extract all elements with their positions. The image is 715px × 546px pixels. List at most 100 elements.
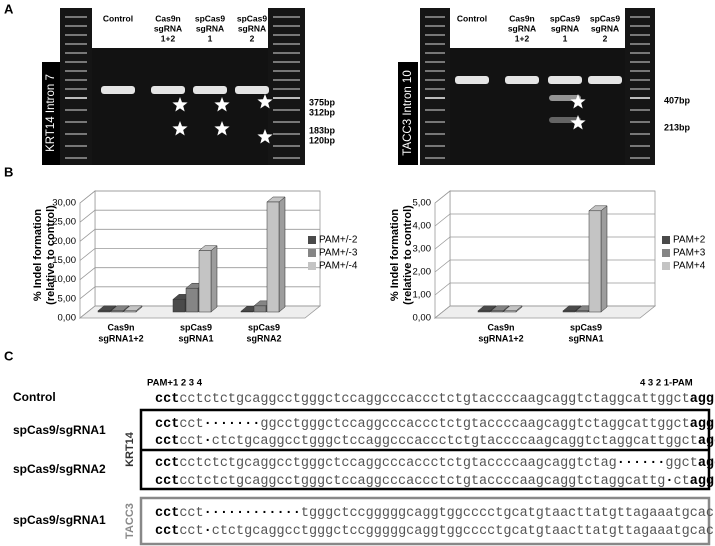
floor [433, 305, 657, 319]
ladder-band [65, 109, 87, 111]
gel [420, 48, 655, 165]
ladder-band [273, 61, 300, 63]
sequence-part: cct [179, 506, 203, 521]
size-label: 120bp [309, 135, 336, 145]
lane-label: 2 [603, 33, 608, 43]
ladder-band [425, 25, 445, 27]
lane-label: Cas9n [155, 13, 181, 23]
ladder-band [273, 43, 300, 45]
gel-band [455, 76, 489, 84]
lane-label: sgRNA [591, 23, 619, 33]
ladder-band [630, 97, 650, 99]
row-label: spCas9/sgRNA2 [13, 462, 106, 476]
sequence: cctcctctctgcaggcctgggctccaggcccaccctctgt… [155, 456, 715, 471]
sequence: cctcctctctgcaggcctgggctccaggcccaccctctgt… [155, 392, 714, 407]
ladder-band [65, 25, 87, 27]
panel-label: B [4, 164, 13, 179]
x-tick-label: sgRNA1+2 [98, 333, 143, 343]
legend-label: PAM+4 [673, 261, 706, 272]
grid-line [79, 267, 320, 280]
side-wall [434, 190, 451, 319]
ladder [268, 8, 305, 165]
ladder-band [65, 157, 87, 159]
pam-right: agg [698, 434, 715, 449]
ladder-band [65, 133, 87, 135]
ladder [60, 8, 92, 165]
sequence-part: cctctctgcaggcctgggctccaggcccaccctctgtacc… [179, 456, 616, 471]
ladder-band [273, 34, 300, 36]
ladder-band [630, 34, 650, 36]
ladder-band [65, 70, 87, 72]
star [172, 121, 188, 136]
ladder [625, 8, 655, 165]
bar-side [600, 205, 608, 313]
bar-side [210, 245, 218, 313]
lane-label: spCas9 [237, 13, 268, 23]
y-tick-label: 20,00 [52, 236, 76, 247]
pam-left: cct [155, 506, 179, 521]
ladder-band [65, 34, 87, 36]
gel-side-label: TACC3 Intron 10 [402, 70, 414, 155]
y-axis-label: (relative to control) [45, 205, 57, 305]
grid-line [79, 190, 320, 204]
bar [198, 250, 212, 313]
lane-label: 1 [208, 33, 213, 43]
y-tick-label: 5,00 [58, 293, 77, 304]
deletion: · [204, 524, 212, 539]
legend-label: PAM+2 [673, 235, 706, 246]
bar [185, 287, 199, 313]
ladder-band [630, 16, 650, 18]
sequence: cctcctctctgcaggcctgggctccaggcccaccctctgt… [155, 474, 714, 489]
x-tick-label: Cas9n [107, 322, 134, 332]
bar [503, 310, 517, 313]
pam-right: agg [690, 417, 714, 432]
gel-band [548, 76, 582, 84]
y-tick-label: 0,00 [413, 313, 432, 324]
ladder-band [425, 70, 445, 72]
bar [97, 310, 111, 313]
bar [575, 310, 589, 313]
sequence: cctcct·ctctgcaggcctgggctccaggcccaccctctg… [155, 434, 715, 449]
ladder-band [65, 145, 87, 147]
ladder-band [65, 52, 87, 54]
sequence-part: cct [179, 524, 203, 539]
x-tick-label: spCas9 [180, 322, 212, 332]
gel-band [588, 76, 622, 84]
ladder-band [273, 157, 300, 159]
ladder-band [273, 16, 300, 18]
pam-right: agg [690, 474, 714, 489]
ladder-band [425, 79, 445, 81]
lane-label: spCas9 [550, 13, 581, 23]
y-tick-label: 25,00 [52, 217, 76, 228]
y-tick-label: 30,00 [52, 198, 76, 209]
y-tick-label: 5,00 [413, 198, 432, 209]
lane-label: Cas9n [509, 13, 535, 23]
ladder-band [630, 52, 650, 54]
ladder-band [425, 121, 445, 123]
ladder-band [273, 88, 300, 90]
pam-right: agg [690, 392, 714, 407]
lane-label: Control [457, 13, 487, 23]
ladder-band [630, 121, 650, 123]
sequence: cctcct·······ggcctgggctccaggcccaccctctgt… [155, 417, 714, 432]
pam-right: agg [698, 456, 715, 471]
size-label: 213bp [664, 122, 691, 132]
gene-label: TACC3 [124, 503, 136, 539]
star [172, 97, 188, 112]
pam-left: cct [155, 434, 179, 449]
y-tick-label: 10,00 [52, 274, 76, 285]
size-label: 407bp [664, 95, 691, 105]
gel-band [193, 86, 227, 94]
pam-left: cct [155, 474, 179, 489]
lane-label: Control [103, 13, 133, 23]
ladder-band [273, 79, 300, 81]
y-tick-label: 4,00 [413, 221, 432, 232]
x-tick-label: spCas9 [570, 322, 602, 332]
y-tick-label: 0,00 [58, 313, 77, 324]
side-label-box [398, 62, 418, 165]
ladder-band [425, 88, 445, 90]
ladder-band [65, 88, 87, 90]
sequence-part: ctctgcaggcctgggctccgggggcaggtggcccctgcat… [212, 524, 714, 539]
ladder-band [65, 43, 87, 45]
